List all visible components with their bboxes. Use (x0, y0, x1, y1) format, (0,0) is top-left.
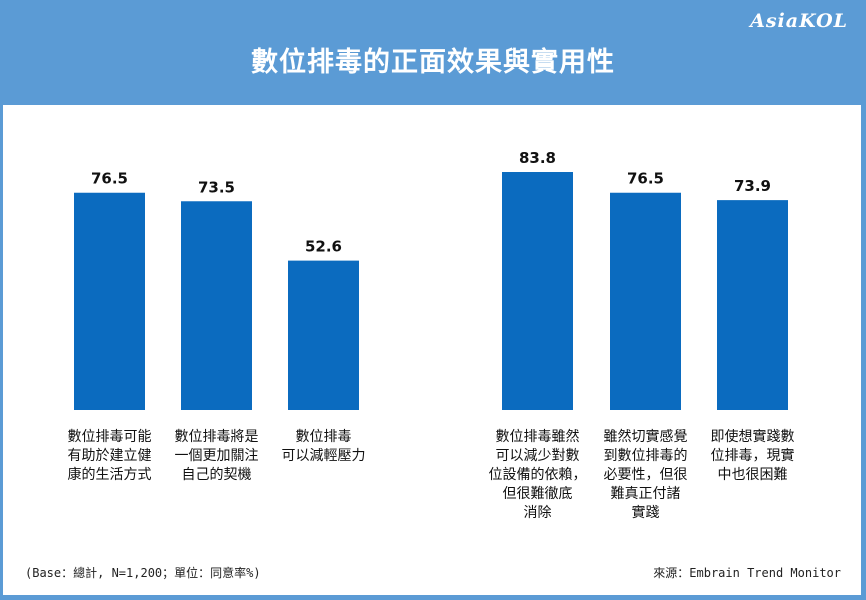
category-label-1-3: 數位排毒可以減輕壓力 (249, 428, 399, 466)
category-label-line: 實踐 (631, 505, 660, 521)
category-label-line: 位排毒，現實 (710, 448, 795, 464)
bar-2-3 (717, 200, 788, 410)
value-label-1-1: 76.5 (91, 170, 128, 188)
category-label-line: 可以減輕壓力 (281, 448, 366, 464)
category-label-line: 位設備的依賴， (488, 467, 587, 483)
bar-chart: 76.5 73.5 52.6 83.8 76.5 73.9 (74, 149, 788, 410)
category-label-line: 雖然切實感覺 (603, 429, 688, 445)
category-label-line: 有助於建立健 (67, 448, 152, 464)
chart-panel: 76.5 73.5 52.6 83.8 76.5 73.9 數位排毒可能 有助於建立健 康的生… (3, 105, 861, 595)
value-label-1-3: 52.6 (305, 238, 342, 256)
category-label-line: 自己的契機 (181, 467, 252, 483)
category-label-line: 但很難徹底 (502, 486, 573, 502)
base-note: (Base：總計, N=1,200；單位：同意率%) (25, 566, 261, 580)
category-label-line: 數位排毒可能 (67, 429, 152, 445)
category-label-line: 數位排毒雖然 (495, 429, 580, 445)
category-label-line: 必要性，但很 (603, 467, 688, 483)
category-label-line: 消除 (523, 505, 552, 521)
category-label-line: 數位排毒將是 (174, 429, 259, 445)
category-label-1-2: 數位排毒將是 一個更加關注 自己的契機 (142, 428, 292, 485)
category-label-line: 康的生活方式 (67, 467, 152, 483)
bar-2-2 (610, 192, 681, 410)
category-label-2-3: 即使想實踐數 位排毒，現實 中也很困難 (678, 428, 828, 485)
category-label-line: 數位排毒 (295, 429, 352, 445)
bar-2-1 (502, 172, 573, 410)
value-label-2-2: 76.5 (627, 170, 664, 188)
category-label-line: 一個更加關注 (174, 448, 259, 464)
source-note: 來源：Embrain Trend Monitor (653, 566, 841, 580)
category-label-line: 到數位排毒的 (603, 448, 688, 464)
value-label-1-2: 73.5 (198, 178, 235, 196)
brand-logo: AsiaKOL (750, 10, 848, 32)
category-label-line: 中也很困難 (717, 467, 788, 483)
page-title: 數位排毒的正面效果與實用性 (251, 47, 615, 78)
category-label-1-1: 數位排毒可能 有助於建立健 康的生活方式 (35, 428, 185, 485)
category-label-2-2: 雖然切實感覺 到數位排毒的 必要性，但很 難真正付諸實踐 (571, 428, 721, 523)
bar-1-2 (181, 201, 252, 410)
category-label-line: 難真正付諸 (610, 486, 681, 502)
bar-1-1 (74, 192, 145, 410)
value-label-2-3: 73.9 (734, 177, 771, 195)
category-label-2-1: 數位排毒雖然 可以減少對數 位設備的依賴， 但很難徹底消除 (463, 428, 613, 523)
category-label-line: 即使想實踐數 (710, 429, 795, 445)
value-label-2-1: 83.8 (519, 149, 556, 167)
bar-1-3 (288, 260, 359, 410)
category-label-line: 可以減少對數 (495, 448, 580, 464)
